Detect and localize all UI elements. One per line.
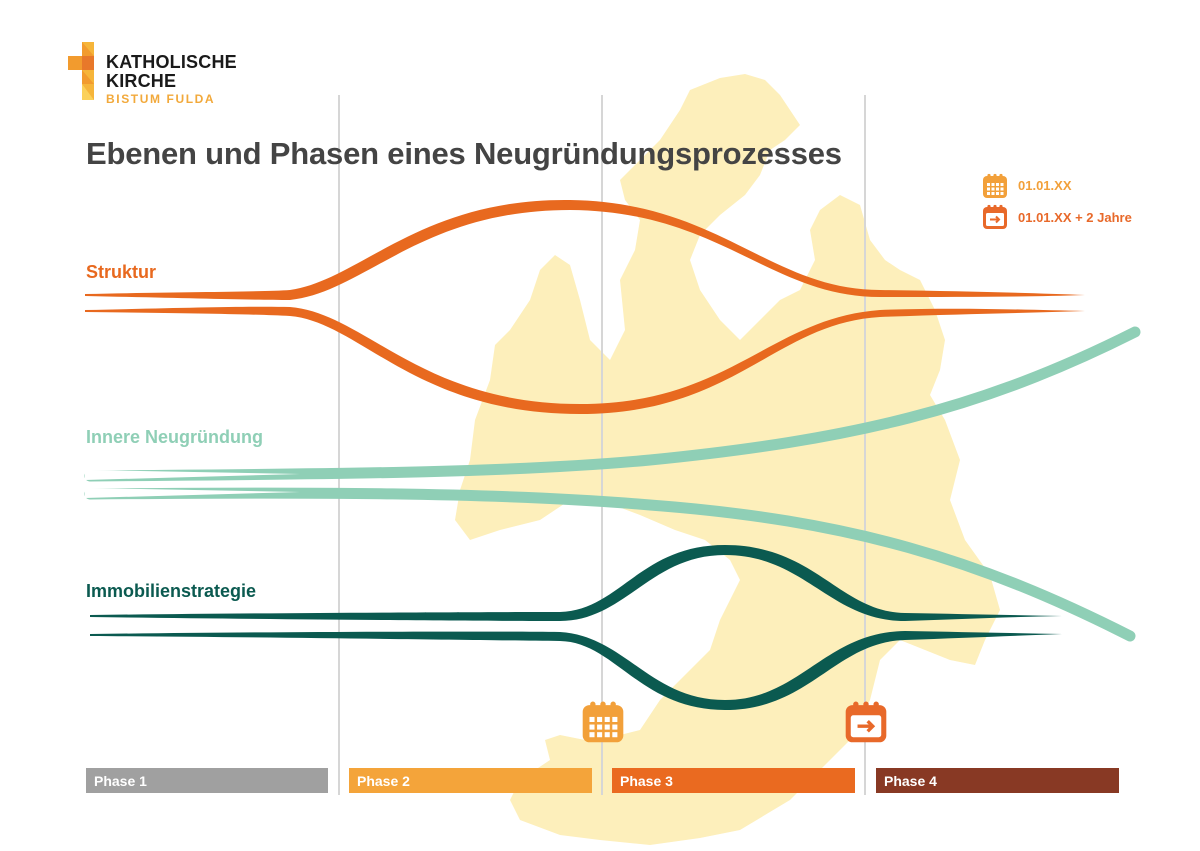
milestone-end-calendar-arrow-icon	[845, 701, 887, 743]
legend-label-start-date: 01.01.XX	[1018, 178, 1072, 193]
logo-line-1: KATHOLISCHE	[106, 52, 237, 72]
phase-bar-1: Phase 1	[86, 768, 328, 793]
phase-bar-3: Phase 3	[612, 768, 855, 793]
page-title: Ebenen und Phasen eines Neugründungsproz…	[86, 136, 842, 171]
calendar-arrow-icon	[983, 204, 1007, 229]
logo-subtitle: BISTUM FULDA	[106, 92, 216, 106]
logo-cross-icon	[68, 42, 94, 100]
level-label-immobilienstrategie: Immobilienstrategie	[86, 581, 257, 601]
diocese-map-shape	[455, 74, 1000, 845]
phase-bar-4: Phase 4	[876, 768, 1119, 793]
legend-label-end-date: 01.01.XX + 2 Jahre	[1018, 210, 1132, 225]
logo-line-2: KIRCHE	[106, 71, 177, 91]
milestone-start-calendar-grid-icon	[582, 701, 624, 743]
calendar-grid-icon	[983, 173, 1007, 198]
logo-wordmark: KATHOLISCHE KIRCHE	[106, 53, 237, 91]
phase-bar-2: Phase 2	[349, 768, 592, 793]
level-label-innere-neugruendung: Innere Neugründung	[86, 427, 263, 447]
level-label-struktur: Struktur	[86, 262, 157, 282]
